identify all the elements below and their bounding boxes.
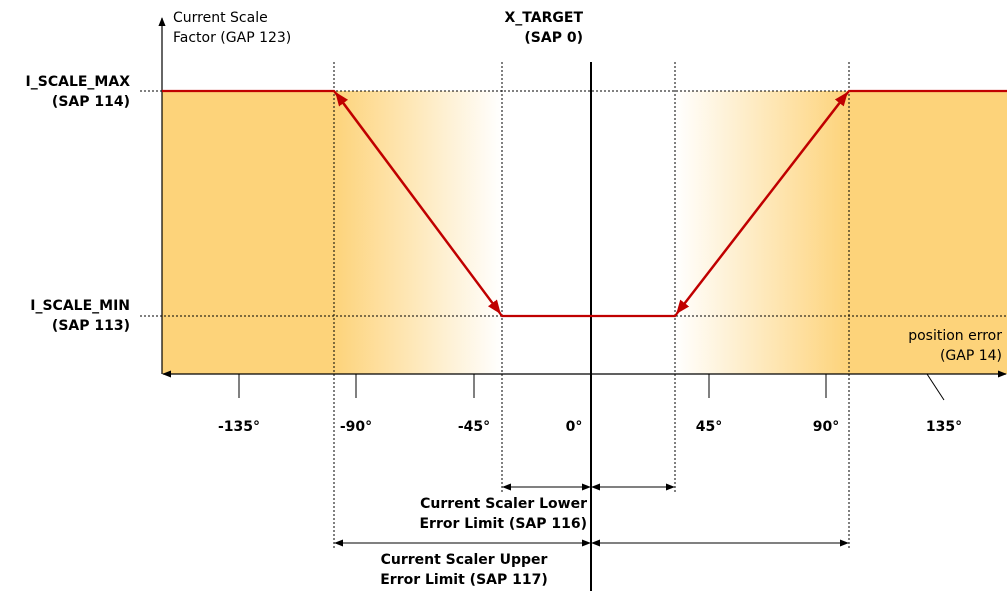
gap14-leader bbox=[926, 373, 945, 401]
tick-label: 45° bbox=[696, 419, 722, 435]
tick-label: -45° bbox=[458, 419, 490, 435]
max-level-label-line1: I_SCALE_MAX bbox=[26, 74, 131, 90]
axes bbox=[158, 17, 1007, 591]
shaded-regions bbox=[162, 91, 1007, 374]
y-axis-label-line2: Factor (GAP 123) bbox=[173, 30, 291, 46]
x-target-label-line2: (SAP 0) bbox=[524, 30, 583, 46]
upper-limit-label-line2: Error Limit (SAP 117) bbox=[380, 572, 548, 588]
left-slope-arrow bbox=[335, 91, 501, 315]
x-axis-label-line2: (GAP 14) bbox=[940, 348, 1002, 364]
tick-label: 90° bbox=[813, 419, 839, 435]
shaded-left-fade bbox=[334, 91, 502, 374]
upper-limit-label-line1: Current Scaler Upper bbox=[381, 552, 548, 568]
tick-label: -90° bbox=[340, 419, 372, 435]
dimension-arrows bbox=[334, 483, 849, 547]
min-level-label-line2: (SAP 113) bbox=[52, 318, 130, 334]
shaded-right-fade bbox=[675, 91, 849, 374]
right-slope-arrow bbox=[676, 91, 848, 315]
shaded-right-full bbox=[849, 91, 1007, 374]
scale-curve bbox=[162, 89, 1007, 318]
y-axis-label-line1: Current Scale bbox=[173, 10, 268, 26]
tick-labels: -135° -90° -45° 0° 45° 90° 135° bbox=[218, 419, 962, 435]
lower-limit-label-line2: Error Limit (SAP 116) bbox=[419, 516, 587, 532]
tick-label: -135° bbox=[218, 419, 260, 435]
shaded-left-full bbox=[162, 91, 334, 374]
tick-label: 135° bbox=[926, 419, 962, 435]
x-target-label-line1: X_TARGET bbox=[505, 10, 584, 26]
tick-label: 0° bbox=[566, 419, 583, 435]
lower-limit-label-line1: Current Scaler Lower bbox=[420, 496, 587, 512]
min-level-label-line1: I_SCALE_MIN bbox=[30, 298, 130, 314]
tick-marks bbox=[238, 373, 945, 401]
x-axis-label-line1: position error bbox=[908, 328, 1002, 344]
max-level-label-line2: (SAP 114) bbox=[52, 94, 130, 110]
